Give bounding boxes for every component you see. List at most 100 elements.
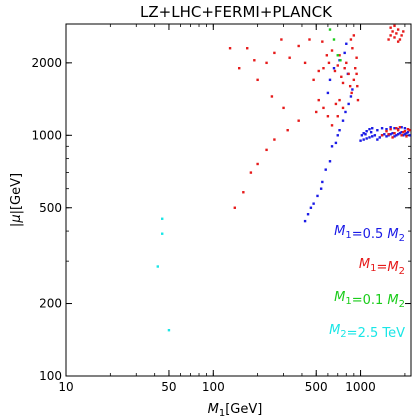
data-point-series-1	[385, 129, 388, 133]
data-point-series-1	[336, 64, 339, 67]
data-point-series-1	[312, 78, 315, 82]
x-axis-label-sub: 1	[219, 408, 225, 418]
data-point-series-1	[389, 26, 392, 29]
data-point-series-1	[322, 106, 325, 110]
data-point-series-0	[371, 135, 374, 138]
data-point-series-1	[393, 36, 396, 39]
data-point-series-0	[393, 127, 396, 130]
legend-entry-2: M1=0.1 M2	[334, 290, 405, 310]
data-point-series-0	[376, 138, 379, 141]
data-point-series-1	[270, 95, 274, 98]
data-point-series-1	[297, 119, 300, 122]
data-point-series-1	[403, 129, 407, 133]
data-point-series-1	[387, 38, 390, 41]
data-point-series-1	[405, 135, 408, 138]
data-point-series-1	[389, 128, 392, 131]
data-point-series-0	[365, 137, 368, 140]
x-tick-label: 1000	[345, 380, 376, 394]
data-point-series-1	[256, 78, 259, 82]
data-point-series-1	[242, 191, 245, 194]
data-point-series-1	[321, 40, 324, 43]
data-point-series-0	[373, 134, 377, 137]
x-tick-label: 500	[305, 380, 328, 394]
data-point-series-1	[396, 40, 400, 43]
data-point-series-1	[238, 67, 241, 70]
data-point-series-0	[380, 127, 384, 130]
data-point-series-0	[362, 138, 365, 141]
legend-text: M	[387, 293, 398, 308]
data-point-series-1	[286, 128, 289, 132]
data-point-series-1	[400, 134, 403, 137]
data-point-series-1	[317, 69, 320, 73]
legend-subscript: 1	[370, 263, 376, 274]
data-point-series-1	[315, 110, 318, 114]
y-tick-label: 100	[39, 369, 62, 383]
legend-text: =	[377, 260, 388, 275]
x-tick-label: 50	[161, 380, 176, 394]
data-point-series-0	[402, 134, 405, 137]
data-point-series-1	[282, 106, 285, 110]
data-point-series-0	[396, 133, 400, 136]
data-point-series-0	[368, 136, 371, 139]
data-point-series-1	[398, 38, 402, 41]
data-point-series-1	[336, 115, 339, 118]
data-point-series-0	[344, 110, 347, 114]
legend-text: M	[359, 257, 370, 272]
data-point-series-1	[333, 69, 337, 73]
data-point-series-1	[402, 131, 405, 134]
data-point-series-0	[389, 126, 392, 129]
data-point-series-1	[249, 171, 253, 174]
data-point-series-1	[352, 34, 356, 37]
data-point-series-0	[309, 206, 313, 209]
data-point-series-1	[400, 34, 403, 37]
data-point-series-0	[371, 127, 374, 130]
legend-entry-0: M1=0.5 M2	[334, 224, 405, 244]
legend-entry-3: M2=2.5 TeV	[329, 323, 405, 341]
data-point-series-0	[360, 134, 364, 137]
data-point-series-1	[355, 56, 358, 59]
data-point-series-1	[398, 126, 402, 129]
data-point-series-0	[406, 131, 410, 134]
data-point-series-1	[396, 128, 400, 132]
data-point-series-1	[334, 102, 338, 106]
legend-subscript: 1	[345, 230, 351, 241]
data-point-series-1	[325, 54, 329, 57]
data-point-series-1	[280, 38, 283, 41]
legend-text: =2.5 TeV	[347, 326, 405, 341]
data-point-series-1	[350, 91, 353, 95]
data-point-series-1	[253, 59, 256, 62]
data-point-series-2	[332, 38, 336, 41]
data-point-series-0	[334, 141, 338, 145]
data-point-series-0	[391, 132, 394, 135]
data-point-series-1	[391, 136, 394, 139]
data-point-series-1	[348, 84, 352, 88]
data-point-series-1	[402, 30, 405, 33]
data-point-series-0	[319, 187, 323, 190]
data-point-series-1	[338, 98, 341, 102]
data-point-series-1	[322, 67, 325, 70]
data-point-series-0	[312, 202, 315, 205]
data-point-series-1	[395, 32, 398, 35]
y-tick-label: 200	[39, 297, 62, 311]
data-point-series-1	[351, 47, 354, 50]
data-point-series-1	[308, 38, 311, 41]
data-point-series-0	[403, 127, 407, 130]
legend-text: M	[334, 290, 345, 305]
legend-entry-1: M1=M2	[359, 257, 405, 277]
data-point-series-0	[332, 67, 336, 70]
legend-subscript: 2	[399, 299, 405, 310]
data-point-series-1	[393, 132, 396, 135]
data-point-series-0	[359, 139, 362, 142]
data-point-series-1	[356, 84, 359, 88]
data-point-series-0	[349, 95, 353, 98]
data-point-series-1	[340, 75, 343, 79]
legend-subscript: 2	[340, 329, 346, 340]
data-point-series-0	[403, 133, 407, 136]
data-point-series-0	[364, 133, 367, 136]
data-point-series-1	[396, 28, 400, 31]
data-point-series-1	[265, 148, 268, 152]
data-point-series-1	[393, 24, 396, 28]
data-point-series-1	[273, 138, 276, 141]
